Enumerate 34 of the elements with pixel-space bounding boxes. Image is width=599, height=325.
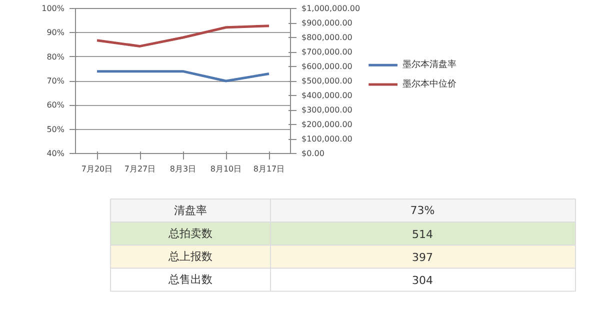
y2-tick-label: $300,000.00 (302, 106, 352, 114)
y-tick-label: 40% (46, 149, 65, 158)
y-tick-label: 50% (46, 124, 65, 134)
text: 73% (410, 204, 435, 217)
y2-tick-label: $600,000.00 (302, 62, 352, 71)
y2-tick-label: $1,000,000.00 (302, 4, 360, 13)
x-tick-label: 8月3日 (170, 164, 196, 174)
y-tick-label: 80% (46, 52, 65, 62)
y2-tick-label: $700,000.00 (302, 48, 352, 56)
y2-tick-label: $400,000.00 (302, 91, 352, 100)
line-series (96, 24, 270, 48)
x-tick-label: 8月10日 (210, 164, 242, 174)
y2-tick-label: $500,000.00 (302, 76, 352, 86)
y2-tick-label: $100,000.00 (302, 134, 352, 144)
y-tick-label: 60% (46, 100, 65, 110)
text: 清盘率 (174, 204, 207, 217)
legend-label: 墨尔本中位价 (402, 78, 457, 90)
text: 304 (412, 274, 433, 288)
text: 514 (412, 228, 433, 242)
y2-tick-label: $800,000.00 (302, 33, 352, 42)
text: 397 (412, 251, 433, 264)
x-tick-label: 8月17日 (253, 164, 285, 174)
text: 总拍卖数 (168, 227, 212, 240)
text: 总上报数 (168, 250, 212, 264)
y2-tick-label: $900,000.00 (302, 18, 352, 28)
x-tick-label: 7月27日 (124, 164, 156, 174)
x-tick-label: 7月20日 (81, 164, 113, 174)
text: 总售出数 (168, 273, 212, 286)
y-tick-label: 90% (46, 28, 65, 38)
y2-tick-label: $200,000.00 (302, 120, 352, 129)
y-tick-label: 100% (42, 4, 65, 13)
y2-tick-label: $0.00 (302, 149, 324, 158)
legend-label: 墨尔本清盘率 (402, 59, 457, 70)
y-tick-label: 70% (46, 76, 65, 86)
